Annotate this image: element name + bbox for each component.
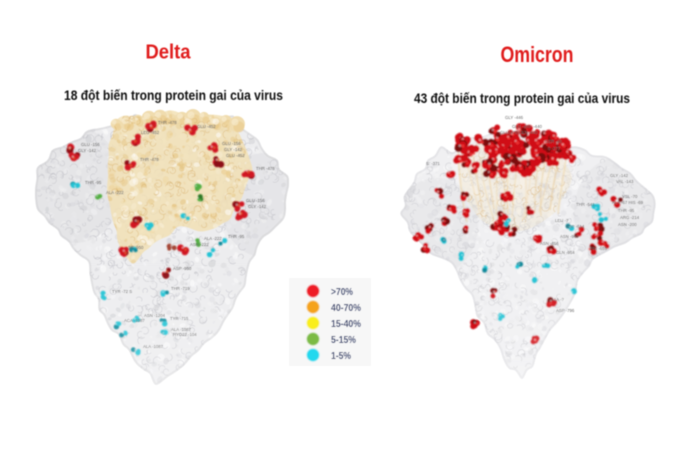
svg-text:18 đột biến trong protein gai: 18 đột biến trong protein gai của virus <box>64 87 283 103</box>
svg-text:1-5%: 1-5% <box>331 350 352 362</box>
svg-text:GLY -446: GLY -446 <box>505 115 524 120</box>
svg-text:ASN -222: ASN -222 <box>190 242 209 247</box>
svg-text:>70%: >70% <box>331 286 354 298</box>
svg-text:GLY -142: GLY -142 <box>248 204 267 209</box>
svg-text:ALA -222: ALA -222 <box>204 236 222 241</box>
svg-text:S: -371: S: -371 <box>426 161 440 166</box>
svg-text:LEU -?: LEU -? <box>555 218 569 223</box>
svg-text:ASN -200: ASN -200 <box>618 222 637 227</box>
svg-text:5-15%: 5-15% <box>331 334 357 346</box>
svg-text:ALA -222: ALA -222 <box>106 190 124 195</box>
svg-text:ASN -856: ASN -856 <box>540 241 559 246</box>
svg-text:43 đột biến trong protein gai: 43 đột biến trong protein gai của virus <box>414 90 630 106</box>
svg-text:GLU -452: GLU -452 <box>226 153 245 158</box>
svg-text:GER -40: GER -40 <box>545 139 562 144</box>
svg-text:THR -95: THR -95 <box>618 208 635 213</box>
svg-text:Omicron: Omicron <box>501 42 574 67</box>
svg-text:GLU -156: GLU -156 <box>222 141 241 146</box>
svg-text:Delta: Delta <box>146 41 192 64</box>
svg-text:VSL -70: VSL -70 <box>622 194 638 199</box>
svg-text:SP -950: SP -950 <box>128 245 144 250</box>
svg-text:40-70%: 40-70% <box>331 302 362 314</box>
svg-text:0 -377: 0 -377 <box>548 146 561 151</box>
svg-text:THR -478: THR -478 <box>140 157 159 162</box>
svg-text:GLN -400- -440: GLN -400- -440 <box>512 124 542 129</box>
svg-text:GLU(479)GLN -440: GLU(479)GLN -440 <box>500 130 538 135</box>
svg-text:GLU -156: GLU -156 <box>81 142 100 147</box>
svg-text:GLY -142: GLY -142 <box>224 147 243 152</box>
svg-text:LEU -452: LEU -452 <box>141 130 160 135</box>
svg-text:GLY -142: GLY -142 <box>610 173 629 178</box>
svg-text:THR -95: THR -95 <box>85 180 102 185</box>
svg-text:HIS -655: HIS -655 <box>590 246 608 251</box>
svg-text:ALA -67 HIS -69: ALA -67 HIS -69 <box>612 200 644 205</box>
svg-text:VAL -143: VAL -143 <box>616 179 634 184</box>
svg-text:GLU -452: GLU -452 <box>197 124 216 129</box>
svg-text:GLN -954: GLN -954 <box>556 250 575 255</box>
svg-text:ARG -214: ARG -214 <box>620 215 640 220</box>
svg-text:THR -95: THR -95 <box>228 234 245 239</box>
svg-text:ASP -614: ASP -614 <box>566 224 585 229</box>
svg-text:ASN -969: ASN -969 <box>560 234 579 239</box>
svg-text:GLU -156: GLU -156 <box>246 198 265 203</box>
svg-text:GLY -142: GLY -142 <box>78 148 97 153</box>
svg-text:THR -478: THR -478 <box>158 120 177 125</box>
svg-text:THR -541: THR -541 <box>576 202 595 207</box>
svg-text:THR -478: THR -478 <box>256 166 275 171</box>
svg-text:15-40%: 15-40% <box>331 318 362 330</box>
